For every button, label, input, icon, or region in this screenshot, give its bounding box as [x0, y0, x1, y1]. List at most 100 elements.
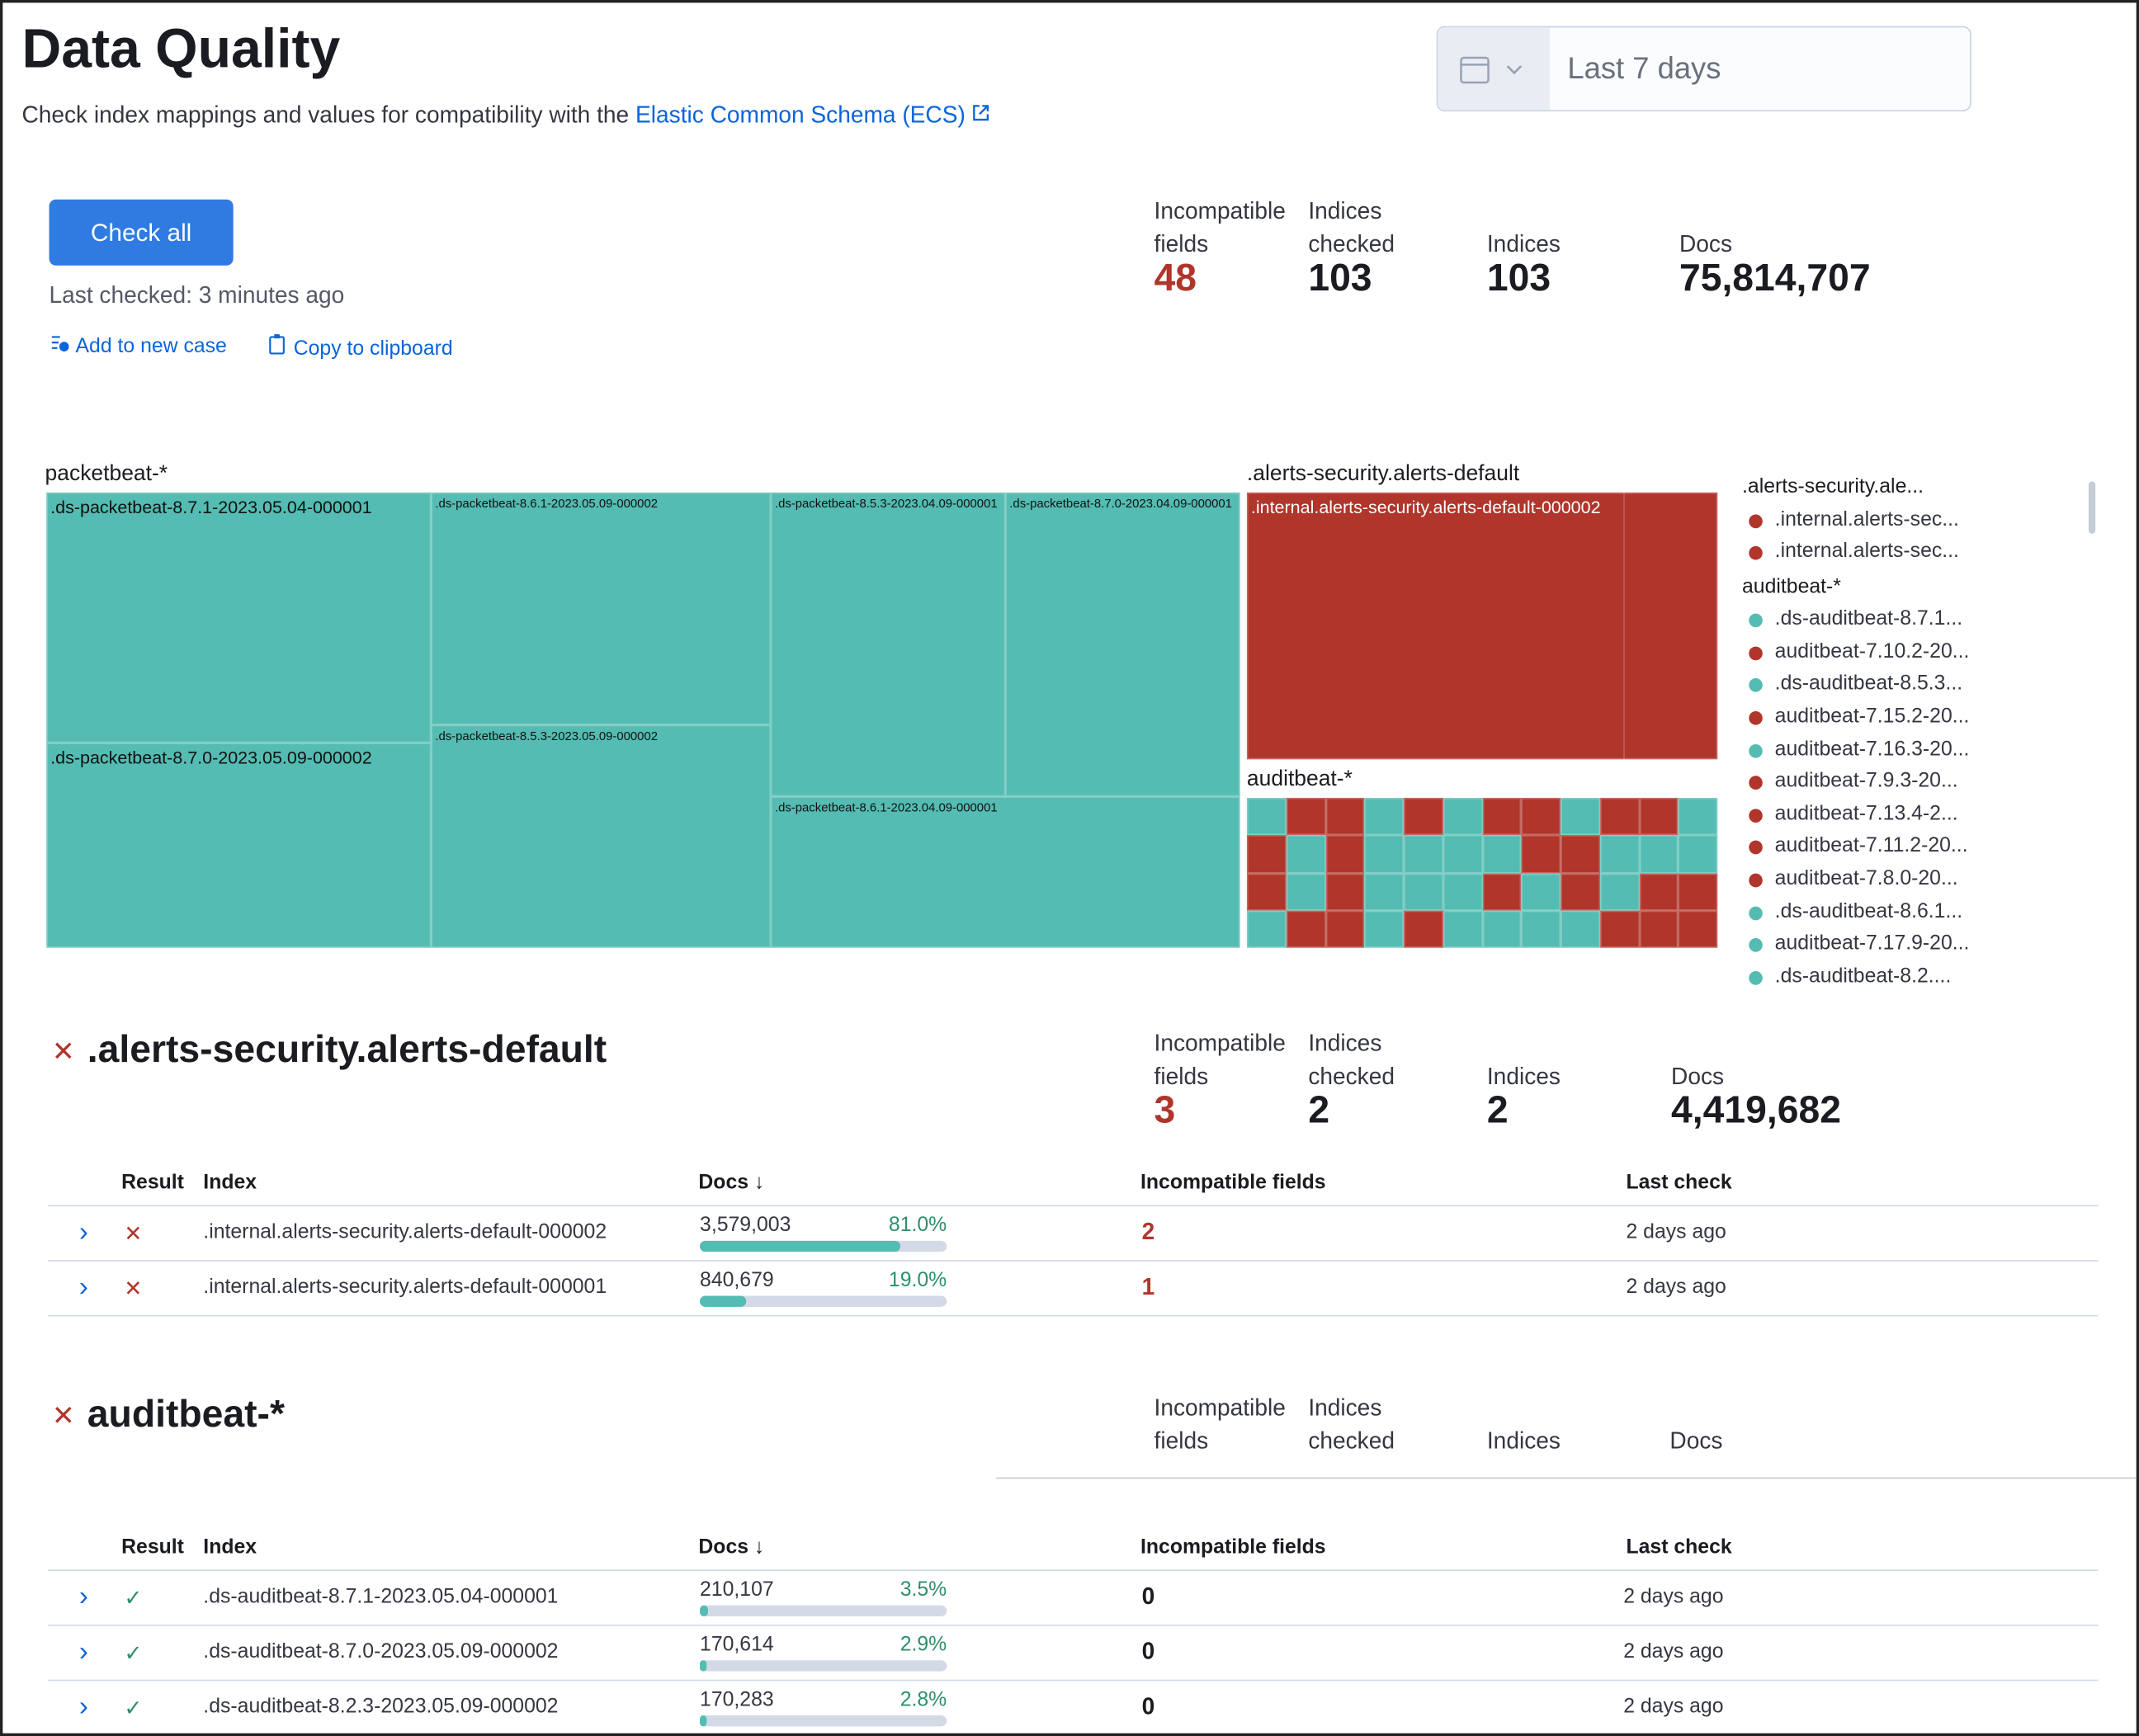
treemap-cell[interactable] — [1404, 872, 1443, 911]
legend-item[interactable]: .ds-auditbeat-8.5.3... — [1774, 672, 1963, 696]
treemap-cell[interactable] — [1364, 797, 1405, 836]
legend-dot — [1749, 906, 1763, 920]
treemap-cell[interactable] — [1364, 872, 1405, 911]
legend-item[interactable]: .ds-auditbeat-8.2.... — [1774, 964, 1952, 988]
stat-label: Indices checked — [1308, 1394, 1395, 1455]
expand-icon[interactable]: › — [78, 1636, 88, 1668]
sort-icon[interactable]: ↓ — [748, 1170, 765, 1195]
legend-item[interactable]: auditbeat-7.10.2-20... — [1774, 639, 1970, 663]
treemap-cell[interactable] — [1521, 797, 1561, 836]
cell-label: .ds-packetbeat-8.6.1-2023.04.09-000001 — [774, 800, 998, 814]
treemap-cell[interactable] — [1404, 910, 1443, 948]
copy-clipboard-text[interactable]: Copy to clipboard — [293, 337, 453, 361]
treemap-cell[interactable] — [1482, 797, 1522, 836]
treemap-cell[interactable] — [1599, 872, 1640, 911]
legend-item[interactable]: auditbeat-7.15.2-20... — [1774, 704, 1970, 728]
legend-item[interactable]: auditbeat-7.9.3-20... — [1774, 769, 1958, 793]
treemap-cell[interactable] — [1443, 872, 1483, 911]
cell-label: .ds-packetbeat-8.7.1-2023.05.04-000001 — [50, 496, 372, 517]
treemap-cell[interactable]: .ds-packetbeat-8.5.3-2023.05.09-000002 — [431, 724, 772, 948]
treemap-cell[interactable] — [1599, 835, 1640, 873]
treemap-cell[interactable]: .ds-packetbeat-8.5.3-2023.04.09-000001 — [771, 492, 1006, 797]
expand-icon[interactable]: › — [78, 1691, 88, 1723]
legend-item[interactable]: auditbeat-7.13.4-2... — [1774, 801, 1958, 825]
legend-item[interactable]: .internal.alerts-sec... — [1774, 507, 1959, 531]
treemap-cell[interactable] — [1639, 835, 1679, 873]
treemap-cell[interactable] — [1443, 797, 1483, 836]
treemap-cell[interactable] — [1324, 835, 1365, 873]
treemap-cell[interactable] — [1324, 910, 1365, 948]
treemap-cell[interactable] — [1639, 872, 1679, 911]
check-all-button[interactable]: Check all — [49, 199, 234, 266]
treemap-cell[interactable] — [1286, 910, 1325, 948]
treemap-cell[interactable] — [1286, 872, 1325, 911]
copy-clipboard[interactable]: Copy to clipboard — [266, 333, 453, 361]
treemap-cell[interactable] — [1561, 872, 1600, 911]
treemap-cell[interactable] — [1482, 910, 1522, 948]
add-to-case-text[interactable]: Add to new case — [75, 334, 227, 358]
docs-pct: 81.0% — [888, 1213, 947, 1237]
treemap-cell[interactable] — [1678, 910, 1718, 948]
treemap-cell[interactable] — [1482, 835, 1522, 873]
column-header[interactable]: Docs ↓ — [698, 1170, 765, 1195]
legend-item[interactable]: .ds-auditbeat-8.6.1... — [1774, 899, 1963, 923]
treemap-cell[interactable] — [1443, 910, 1483, 948]
treemap-cell[interactable] — [1521, 910, 1561, 948]
treemap-cell[interactable] — [1246, 910, 1287, 948]
legend-item[interactable]: .internal.alerts-sec... — [1774, 539, 1959, 564]
expand-icon[interactable]: › — [78, 1272, 88, 1303]
ecs-link[interactable]: Elastic Common Schema (ECS) — [635, 101, 966, 129]
treemap-cell[interactable] — [1246, 797, 1287, 836]
treemap-cell[interactable] — [1324, 797, 1365, 836]
last-check: 2 days ago — [1626, 1275, 1726, 1299]
treemap-cell[interactable] — [1678, 797, 1718, 836]
legend-item[interactable]: auditbeat-7.17.9-20... — [1774, 932, 1970, 955]
treemap-cell[interactable] — [1561, 910, 1600, 948]
legend-item[interactable]: auditbeat-7.11.2-20... — [1774, 833, 1968, 858]
treemap-cell[interactable] — [1404, 797, 1443, 836]
treemap-cell[interactable]: .ds-packetbeat-8.6.1-2023.05.09-000002 — [431, 492, 772, 725]
date-range[interactable]: Last 7 days — [1567, 50, 1721, 86]
stat-label: Incompatible fields — [1154, 1030, 1286, 1090]
treemap-cell[interactable] — [1521, 835, 1561, 873]
treemap-cell[interactable] — [1286, 797, 1325, 836]
stat-label: Indices — [1486, 231, 1561, 257]
treemap-cell[interactable] — [1639, 797, 1679, 836]
treemap-cell[interactable]: .ds-packetbeat-8.7.1-2023.05.04-000001 — [46, 492, 432, 743]
expand-icon[interactable]: › — [78, 1217, 88, 1248]
add-to-case[interactable]: Add to new case — [50, 333, 227, 357]
treemap-cell[interactable] — [1639, 910, 1679, 948]
legend-item[interactable]: auditbeat-7.16.3-20... — [1774, 736, 1970, 761]
treemap-cell[interactable] — [1364, 835, 1405, 873]
treemap-cell[interactable] — [1561, 835, 1600, 873]
treemap-cell[interactable] — [1286, 835, 1325, 873]
treemap-cell[interactable] — [1521, 872, 1561, 911]
treemap-cell[interactable] — [1678, 835, 1718, 873]
treemap-cell[interactable]: .internal.alerts-security.alerts-default… — [1246, 492, 1718, 760]
legend-dot — [1749, 546, 1763, 560]
date-quick-menu[interactable] — [1438, 27, 1550, 111]
column-header[interactable]: Docs ↓ — [698, 1535, 765, 1559]
date-picker[interactable]: Last 7 days — [1436, 26, 1971, 112]
treemap-cell[interactable] — [1404, 835, 1443, 873]
cell-label: .internal.alerts-security.alerts-default… — [1250, 496, 1601, 517]
treemap-cell[interactable]: .ds-packetbeat-8.6.1-2023.04.09-000001 — [771, 796, 1240, 948]
treemap-cell[interactable] — [1364, 910, 1405, 948]
treemap-cell[interactable] — [1324, 872, 1365, 911]
legend-item[interactable]: .ds-auditbeat-8.7.1... — [1774, 606, 1963, 630]
treemap-cell[interactable] — [1482, 872, 1522, 911]
treemap-cell[interactable] — [1561, 797, 1600, 836]
treemap-cell[interactable] — [1246, 872, 1287, 911]
sort-icon[interactable]: ↓ — [748, 1535, 765, 1559]
treemap-cell[interactable]: .ds-packetbeat-8.7.0-2023.05.09-000002 — [46, 743, 432, 948]
docs-count: 840,679 — [700, 1268, 774, 1292]
treemap-cell[interactable] — [1246, 835, 1287, 873]
expand-icon[interactable]: › — [78, 1582, 88, 1612]
legend-item[interactable]: auditbeat-7.8.0-20... — [1774, 866, 1958, 890]
treemap-cell[interactable] — [1599, 910, 1640, 948]
treemap-cell[interactable] — [1599, 797, 1640, 836]
group-label: .alerts-security.alerts-default — [1246, 462, 1520, 486]
treemap-cell[interactable]: .ds-packetbeat-8.7.0-2023.04.09-000001 — [1005, 492, 1240, 797]
treemap-cell[interactable] — [1678, 872, 1718, 911]
treemap-cell[interactable] — [1443, 835, 1483, 873]
